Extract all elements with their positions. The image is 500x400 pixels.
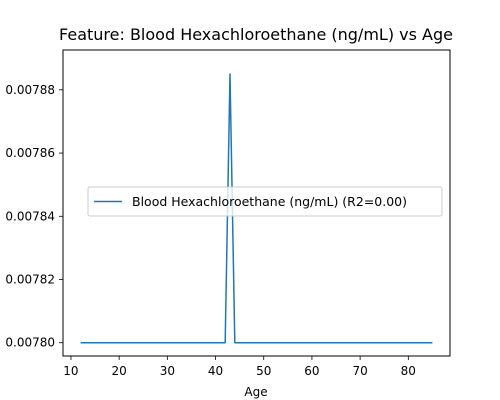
x-tick-label: 30: [160, 364, 175, 378]
chart-title: Feature: Blood Hexachloroethane (ng/mL) …: [59, 25, 453, 44]
x-tick-label: 60: [304, 364, 319, 378]
legend-entry-label: Blood Hexachloroethane (ng/mL) (R2=0.00): [132, 194, 407, 209]
series-layer: [80, 73, 433, 344]
x-tick-label: 80: [401, 364, 416, 378]
legend-box: [87, 186, 443, 217]
plot-area-frame: [62, 49, 451, 357]
x-tick-label: 40: [208, 364, 223, 378]
y-tick-label: 0.00786: [5, 146, 55, 160]
x-axis-ticks: 10 20 30 40 50 60 70 80: [63, 356, 416, 378]
y-tick-label: 0.00782: [5, 273, 55, 287]
series-line-0: [80, 73, 433, 344]
y-tick-label: 0.00788: [5, 83, 55, 97]
x-tick-label: 20: [112, 364, 127, 378]
x-tick-label: 50: [256, 364, 271, 378]
legend: Blood Hexachloroethane (ng/mL) (R2=0.00): [87, 186, 443, 217]
y-tick-label: 0.00780: [5, 336, 55, 350]
y-axis-ticks: 0.00780 0.00782 0.00784 0.00786 0.00788: [5, 83, 63, 350]
y-tick-label: 0.00784: [5, 209, 55, 223]
x-axis-label: Age: [244, 385, 267, 399]
x-tick-label: 70: [352, 364, 367, 378]
x-tick-label: 10: [63, 364, 78, 378]
